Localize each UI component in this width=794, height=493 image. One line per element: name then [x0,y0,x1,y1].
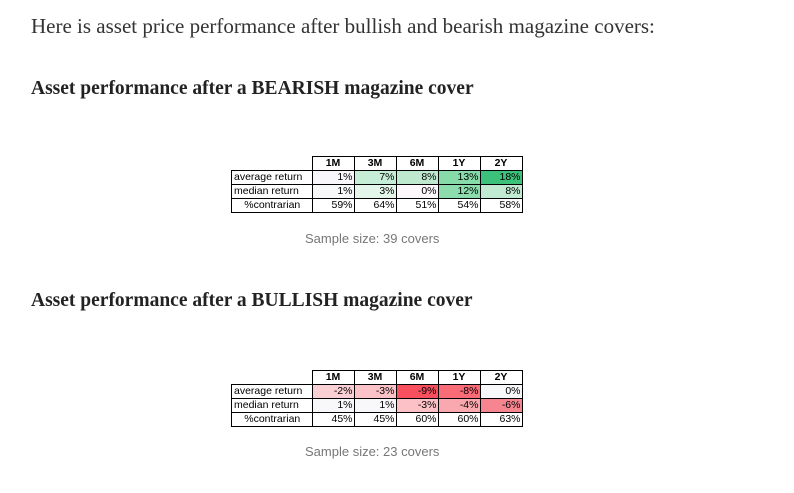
column-header: 2Y [479,156,523,171]
column-header: 6M [395,370,439,385]
value-cell: -3% [395,398,439,413]
row-label: %contrarian [231,198,313,213]
table-row: median return 1% 1% -3% -4% -6% [231,398,523,413]
value-cell: 0% [395,184,439,199]
header-row: 1M 3M 6M 1Y 2Y [231,370,523,385]
table-row: %contrarian 45% 45% 60% 60% 63% [231,412,523,427]
row-label: average return [231,384,313,399]
value-cell: 12% [437,184,481,199]
value-cell: 51% [395,198,439,213]
bullish-heading: Asset performance after a BULLISH magazi… [31,290,473,311]
bearish-caption: Sample size: 39 covers [305,231,440,246]
value-cell: 60% [395,412,439,427]
value-cell: 60% [437,412,481,427]
table-row: average return -2% -3% -9% -8% 0% [231,384,523,399]
value-cell: -2% [311,384,355,399]
row-label: average return [231,170,313,185]
value-cell: -8% [437,384,481,399]
value-cell: 64% [353,198,397,213]
column-header: 3M [353,370,397,385]
value-cell: -3% [353,384,397,399]
value-cell: 3% [353,184,397,199]
column-header: 2Y [479,370,523,385]
value-cell: 7% [353,170,397,185]
value-cell: 18% [479,170,523,185]
value-cell: 0% [479,384,523,399]
value-cell: 1% [311,398,355,413]
bearish-heading: Asset performance after a BEARISH magazi… [31,78,474,99]
value-cell: 1% [353,398,397,413]
column-header: 1Y [437,370,481,385]
bullish-caption: Sample size: 23 covers [305,444,440,459]
value-cell: 63% [479,412,523,427]
column-header: 6M [395,156,439,171]
value-cell: 54% [437,198,481,213]
intro-text: Here is asset price performance after bu… [31,14,655,38]
value-cell: 45% [353,412,397,427]
column-header: 1M [311,370,355,385]
value-cell: -6% [479,398,523,413]
value-cell: 8% [395,170,439,185]
header-row: 1M 3M 6M 1Y 2Y [231,156,523,171]
column-header: 1Y [437,156,481,171]
value-cell: 45% [311,412,355,427]
row-label: median return [231,184,313,199]
column-header: 3M [353,156,397,171]
row-label: %contrarian [231,412,313,427]
bullish-table: 1M 3M 6M 1Y 2Y average return -2% -3% -9% -8% 0% me… [231,370,523,427]
corner-cell [231,370,313,385]
table-row: average return 1% 7% 8% 13% 18% [231,170,523,185]
value-cell: -4% [437,398,481,413]
bearish-table: 1M 3M 6M 1Y 2Y average return 1% 7% 8% 13% 18% medi… [231,156,523,213]
value-cell: -9% [395,384,439,399]
value-cell: 8% [479,184,523,199]
table-row: median return 1% 3% 0% 12% 8% [231,184,523,199]
value-cell: 13% [437,170,481,185]
value-cell: 1% [311,184,355,199]
corner-cell [231,156,313,171]
value-cell: 1% [311,170,355,185]
value-cell: 58% [479,198,523,213]
table-row: %contrarian 59% 64% 51% 54% 58% [231,198,523,213]
column-header: 1M [311,156,355,171]
value-cell: 59% [311,198,355,213]
row-label: median return [231,398,313,413]
